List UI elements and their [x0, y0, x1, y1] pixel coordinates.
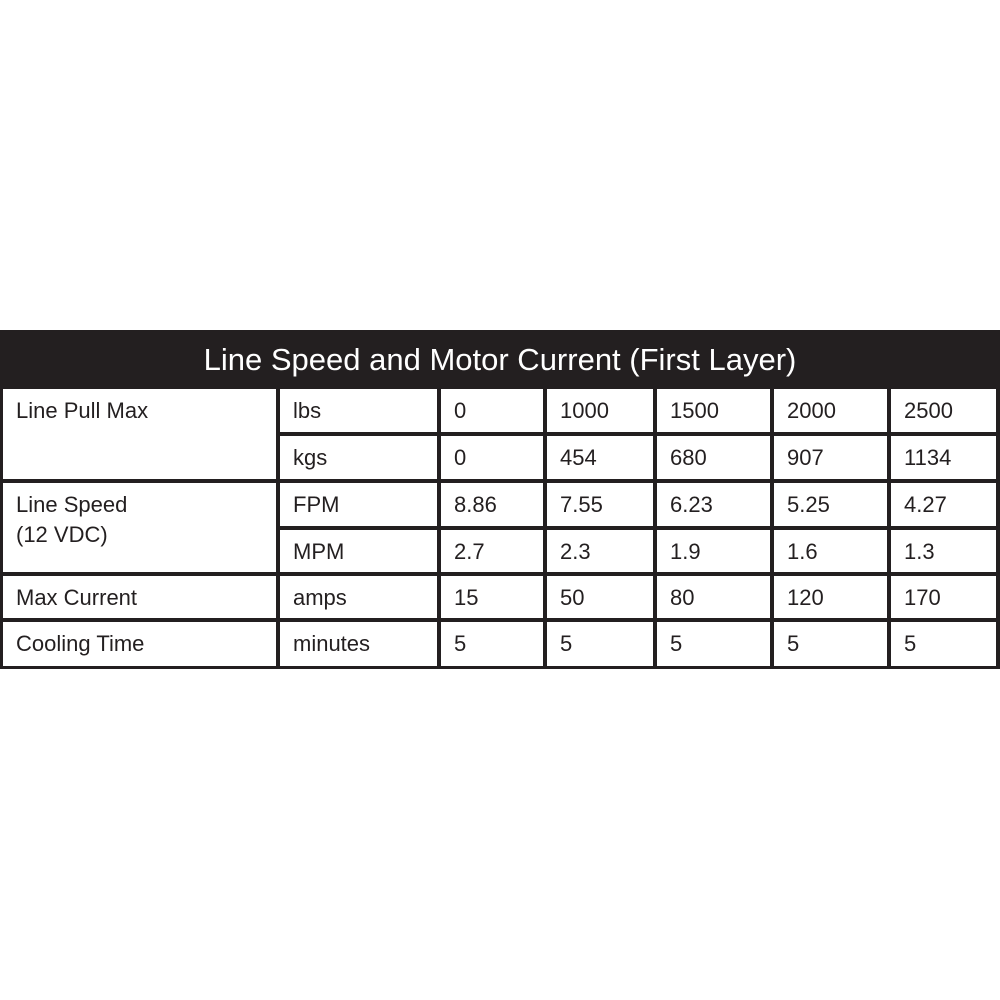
value-cell: 5 [547, 622, 653, 666]
spec-table: Line Speed and Motor Current (First Laye… [0, 330, 1000, 669]
value-cell: 2.7 [441, 530, 543, 572]
row-label-line-pull-max: Line Pull Max [3, 389, 276, 479]
value-cell: 80 [657, 576, 770, 618]
value-cell: 1.3 [891, 530, 996, 572]
value-cell: 454 [547, 436, 653, 479]
value-cell: 0 [441, 436, 543, 479]
row-label-max-current: Max Current [3, 576, 276, 618]
value-cell: 5 [774, 622, 887, 666]
value-cell: 5 [657, 622, 770, 666]
value-cell: 680 [657, 436, 770, 479]
value-cell: 50 [547, 576, 653, 618]
value-cell: 8.86 [441, 483, 543, 526]
unit-cell: FPM [280, 483, 437, 526]
value-cell: 907 [774, 436, 887, 479]
value-cell: 15 [441, 576, 543, 618]
unit-cell: kgs [280, 436, 437, 479]
unit-cell: minutes [280, 622, 437, 666]
value-cell: 1500 [657, 389, 770, 432]
value-cell: 1.6 [774, 530, 887, 572]
value-cell: 5.25 [774, 483, 887, 526]
unit-cell: amps [280, 576, 437, 618]
value-cell: 2500 [891, 389, 996, 432]
row-label-line1: Line Speed [16, 492, 128, 517]
value-cell: 2000 [774, 389, 887, 432]
unit-cell: MPM [280, 530, 437, 572]
table-title: Line Speed and Motor Current (First Laye… [203, 342, 797, 377]
value-cell: 1000 [547, 389, 653, 432]
value-cell: 1.9 [657, 530, 770, 572]
row-label-line2: (12 VDC) [16, 522, 108, 547]
value-cell: 6.23 [657, 483, 770, 526]
value-cell: 170 [891, 576, 996, 618]
value-cell: 2.3 [547, 530, 653, 572]
row-label-line-speed: Line Speed (12 VDC) [3, 483, 276, 572]
value-cell: 5 [441, 622, 543, 666]
unit-cell: lbs [280, 389, 437, 432]
table-grid: Line Pull Max lbs 0 1000 1500 2000 2500 … [3, 389, 1000, 666]
value-cell: 7.55 [547, 483, 653, 526]
value-cell: 0 [441, 389, 543, 432]
value-cell: 1134 [891, 436, 996, 479]
value-cell: 5 [891, 622, 996, 666]
row-label-cooling-time: Cooling Time [3, 622, 276, 666]
value-cell: 120 [774, 576, 887, 618]
value-cell: 4.27 [891, 483, 996, 526]
